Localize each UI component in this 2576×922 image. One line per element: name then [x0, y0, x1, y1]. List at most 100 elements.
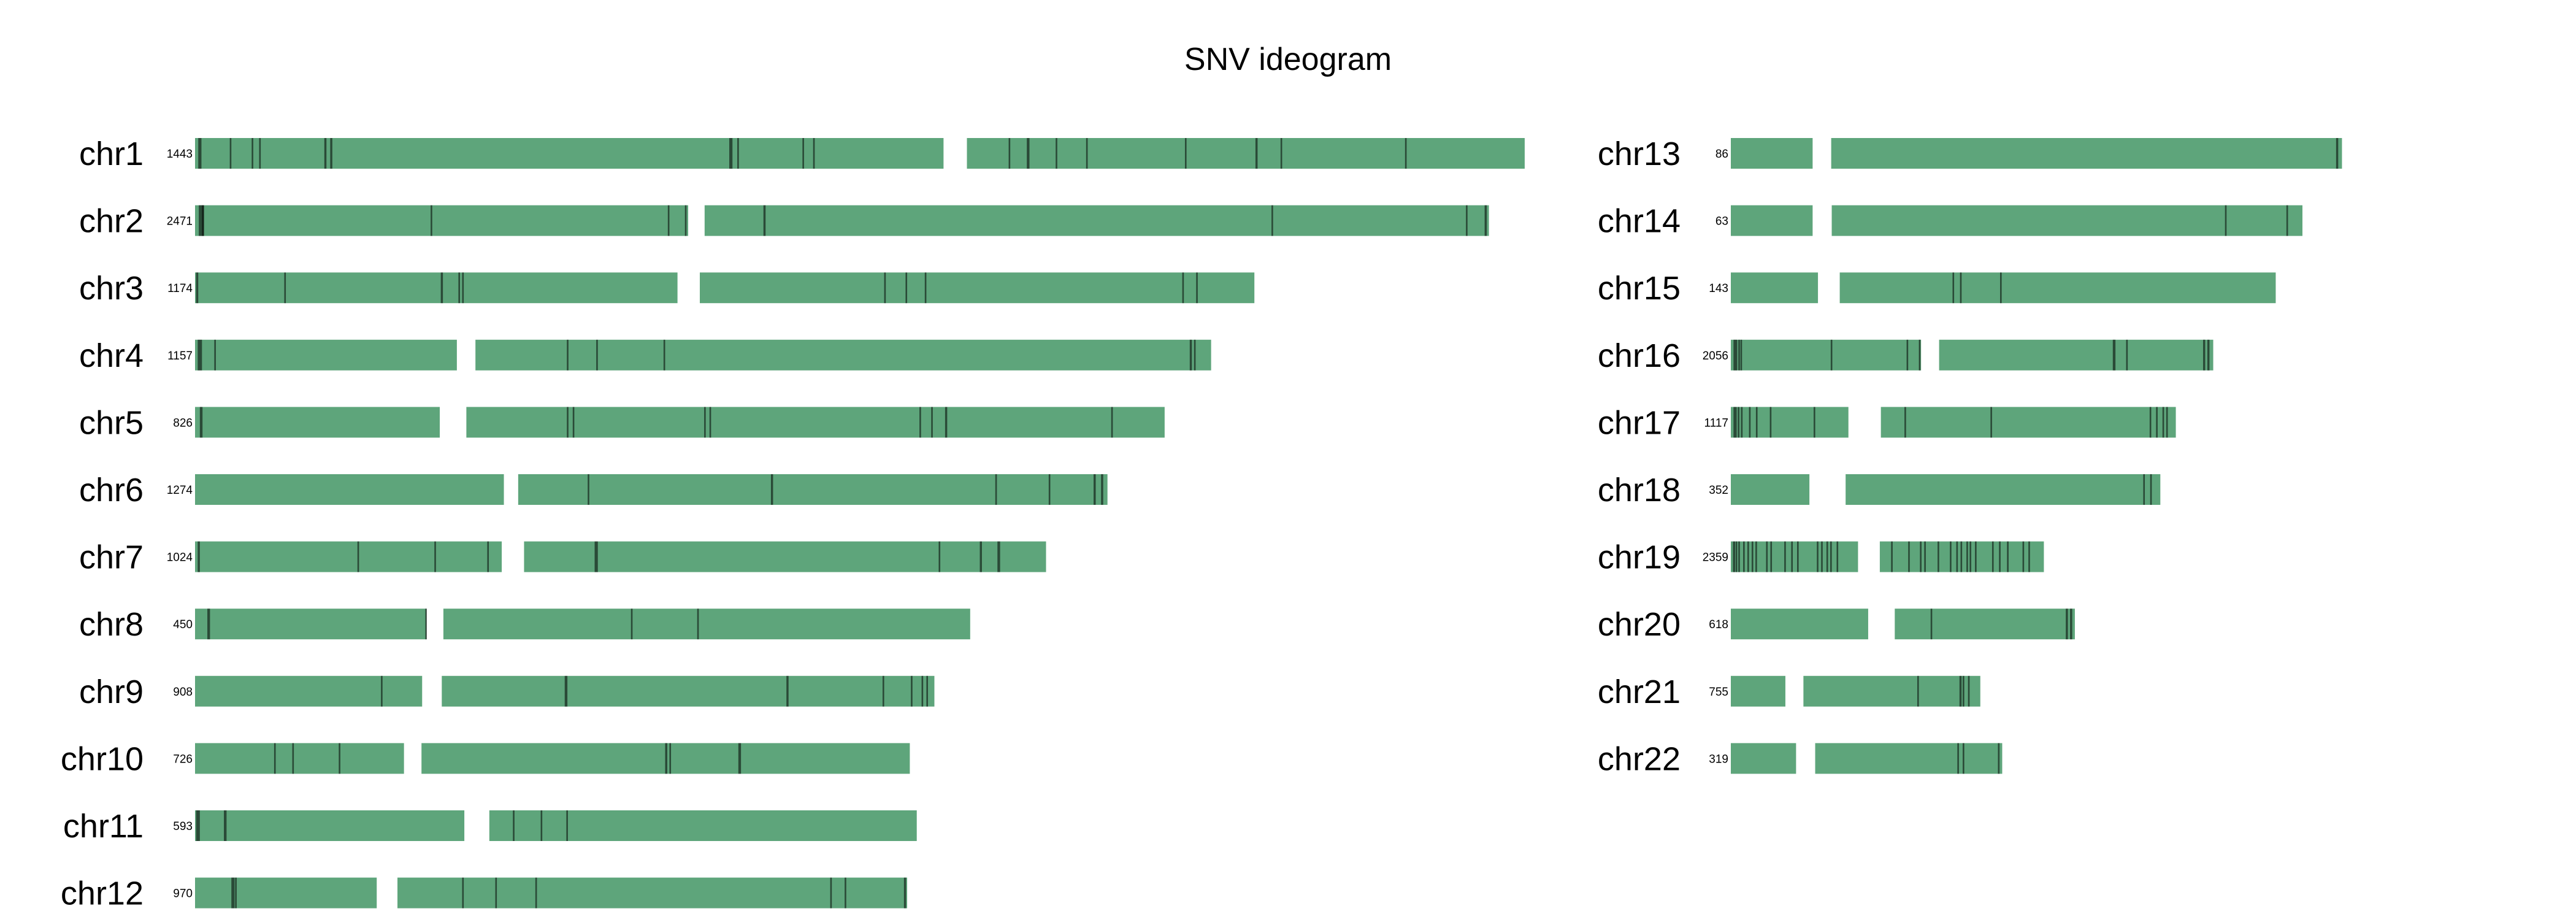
- snv-mark: [1733, 407, 1737, 438]
- snv-mark: [2022, 541, 2025, 572]
- snv-mark: [845, 877, 846, 909]
- snv-mark: [2007, 541, 2009, 572]
- chromosome-label: chr22: [1598, 740, 1681, 777]
- snv-mark: [1738, 407, 1739, 438]
- chromosome-chr6: chr6 1274: [79, 472, 1108, 509]
- snv-mark: [1952, 272, 1955, 304]
- snv-mark: [1048, 474, 1051, 505]
- snv-mark: [224, 810, 227, 841]
- p-arm-bar: [195, 541, 502, 572]
- q-arm-bar: [524, 541, 1046, 572]
- snv-mark: [1738, 541, 1740, 572]
- snv-mark: [684, 205, 687, 236]
- snv-mark: [921, 675, 924, 707]
- snv-count-label: 1443: [167, 148, 193, 161]
- snv-mark: [882, 675, 884, 707]
- snv-mark: [2150, 474, 2152, 505]
- snv-count-label: 908: [173, 686, 193, 699]
- snv-mark: [763, 205, 766, 236]
- snv-mark: [2126, 339, 2128, 371]
- chromosome-chr17: chr17 1117: [1598, 404, 2176, 441]
- q-arm-bar: [443, 609, 970, 640]
- q-arm-bar: [397, 877, 908, 909]
- p-arm-bar: [1731, 407, 1849, 438]
- snv-mark: [1821, 541, 1823, 572]
- chromosome-label: chr18: [1598, 472, 1681, 509]
- chromosome-chr13: chr13 86: [1598, 136, 2342, 172]
- snv-count-label: 593: [173, 820, 193, 833]
- snv-mark: [1924, 541, 1926, 572]
- snv-mark: [199, 205, 204, 236]
- snv-mark: [1791, 541, 1793, 572]
- snv-mark: [1182, 272, 1184, 304]
- snv-mark: [1280, 138, 1282, 169]
- snv-mark: [1938, 541, 1939, 572]
- chromosome-label: chr11: [63, 808, 144, 845]
- snv-mark: [997, 541, 1000, 572]
- snv-mark: [663, 339, 665, 371]
- q-arm-bar: [1846, 474, 2161, 505]
- snv-mark: [207, 609, 210, 640]
- q-arm-bar: [699, 272, 1255, 304]
- snv-mark: [487, 541, 489, 572]
- chromosome-chr18: chr18 352: [1598, 472, 2161, 509]
- chromosome-label: chr5: [79, 404, 144, 441]
- chromosome-label: chr6: [79, 472, 144, 509]
- chromosome-chr8: chr8 450: [79, 606, 970, 643]
- snv-mark: [1963, 743, 1965, 774]
- snv-mark: [425, 609, 427, 640]
- snv-mark: [1094, 474, 1096, 505]
- snv-mark: [1743, 541, 1745, 572]
- q-arm-bar: [442, 675, 935, 707]
- snv-mark: [665, 743, 667, 774]
- chromosome-chr5: chr5 826: [79, 404, 1165, 441]
- p-arm-bar: [1731, 474, 1810, 505]
- snv-mark: [786, 675, 789, 707]
- snv-mark: [884, 272, 886, 304]
- p-arm-bar: [195, 743, 404, 774]
- snv-count-label: 143: [1709, 282, 1728, 295]
- snv-mark: [1906, 339, 1909, 371]
- snv-mark: [567, 407, 569, 438]
- chromosome-chr9: chr9 908: [79, 674, 935, 710]
- p-arm-bar: [195, 272, 678, 304]
- snv-count-label: 726: [173, 753, 193, 766]
- snv-mark: [1908, 541, 1910, 572]
- snv-mark: [1008, 138, 1011, 169]
- snv-mark: [259, 138, 261, 169]
- snv-mark: [1891, 541, 1893, 572]
- snv-mark: [669, 743, 672, 774]
- snv-mark: [1466, 205, 1468, 236]
- snv-mark: [1991, 541, 1994, 572]
- snv-mark: [1830, 339, 1833, 371]
- snv-mark: [495, 877, 497, 909]
- snv-mark: [567, 339, 569, 371]
- snv-mark: [938, 541, 941, 572]
- snv-mark: [1738, 339, 1740, 371]
- q-arm-bar: [967, 138, 1525, 169]
- q-arm-bar: [1831, 138, 2342, 169]
- snv-mark: [1194, 339, 1196, 371]
- snv-count-label: 826: [173, 417, 193, 429]
- snv-mark: [1975, 541, 1977, 572]
- chromosome-label: chr12: [61, 875, 144, 912]
- q-arm-bar: [704, 205, 1489, 236]
- snv-mark: [564, 675, 568, 707]
- snv-mark: [2066, 609, 2068, 640]
- snv-mark: [1101, 474, 1103, 505]
- snv-count-label: 319: [1709, 753, 1728, 766]
- snv-count-label: 970: [173, 888, 193, 901]
- snv-mark: [572, 407, 575, 438]
- snv-mark: [235, 877, 237, 909]
- p-arm-bar: [1731, 138, 1813, 169]
- p-arm-bar: [195, 138, 944, 169]
- snv-mark: [2336, 138, 2339, 169]
- snv-mark: [1966, 541, 1968, 572]
- snv-mark: [1950, 541, 1952, 572]
- snv-mark: [802, 138, 804, 169]
- snv-mark: [251, 138, 253, 169]
- snv-mark: [458, 272, 461, 304]
- snv-count-label: 2471: [167, 215, 193, 228]
- snv-count-label: 1157: [167, 350, 193, 363]
- snv-mark: [1184, 138, 1187, 169]
